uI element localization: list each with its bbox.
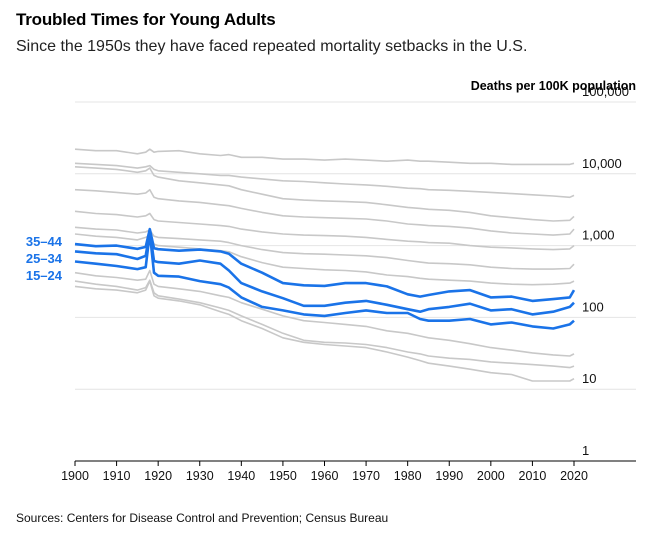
x-tick-label: 2000 xyxy=(477,469,505,483)
y-tick-label: 1 xyxy=(582,443,589,458)
chart-title: Troubled Times for Young Adults xyxy=(16,10,276,29)
y-tick-label: 1,000 xyxy=(582,228,615,243)
x-tick-label: 1900 xyxy=(61,469,89,483)
x-tick-label: 1930 xyxy=(186,469,214,483)
chart-subtitle: Since the 1950s they have faced repeated… xyxy=(16,38,528,55)
x-tick-label: 2010 xyxy=(519,469,547,483)
series-line-background xyxy=(74,188,575,236)
y-tick-label: 100 xyxy=(582,299,604,314)
series-labels: 35–44 25–34 15–24 xyxy=(26,234,63,283)
series-line-highlight xyxy=(74,229,575,316)
background-series xyxy=(74,148,575,382)
x-axis-ticks: 1900 1910 1920 1930 1940 1950 1960 1970 1980 1990… xyxy=(61,461,588,483)
x-tick-label: 1920 xyxy=(144,469,172,483)
x-tick-label: 1950 xyxy=(269,469,297,483)
y-tick-label: 10,000 xyxy=(582,156,622,171)
y-axis-label: Deaths per 100K population xyxy=(471,79,636,93)
series-line-background xyxy=(74,162,575,199)
x-tick-label: 1910 xyxy=(103,469,131,483)
series-line-highlight xyxy=(74,227,576,303)
y-axis-ticks: 1 10 100 1,000 10,000 100,000 xyxy=(582,84,629,458)
x-tick-label: 1940 xyxy=(227,469,255,483)
series-line-highlight xyxy=(74,231,575,330)
source-note: Sources: Centers for Disease Control and… xyxy=(16,511,389,525)
series-line-background xyxy=(74,279,575,369)
y-tick-label: 100,000 xyxy=(582,84,629,99)
x-tick-label: 1970 xyxy=(352,469,380,483)
y-tick-label: 10 xyxy=(582,371,596,386)
series-label: 15–24 xyxy=(26,268,63,283)
x-tick-label: 2020 xyxy=(560,469,588,483)
x-tick-label: 1960 xyxy=(311,469,339,483)
series-line-background xyxy=(74,148,575,166)
series-line-background xyxy=(74,280,575,382)
x-tick-label: 1980 xyxy=(394,469,422,483)
series-label: 25–34 xyxy=(26,251,63,266)
series-line-background xyxy=(74,269,575,357)
x-tick-label: 1990 xyxy=(435,469,463,483)
series-line-background xyxy=(74,166,575,222)
series-line-background xyxy=(74,210,575,251)
highlighted-series xyxy=(74,227,576,330)
series-label: 35–44 xyxy=(26,234,63,249)
